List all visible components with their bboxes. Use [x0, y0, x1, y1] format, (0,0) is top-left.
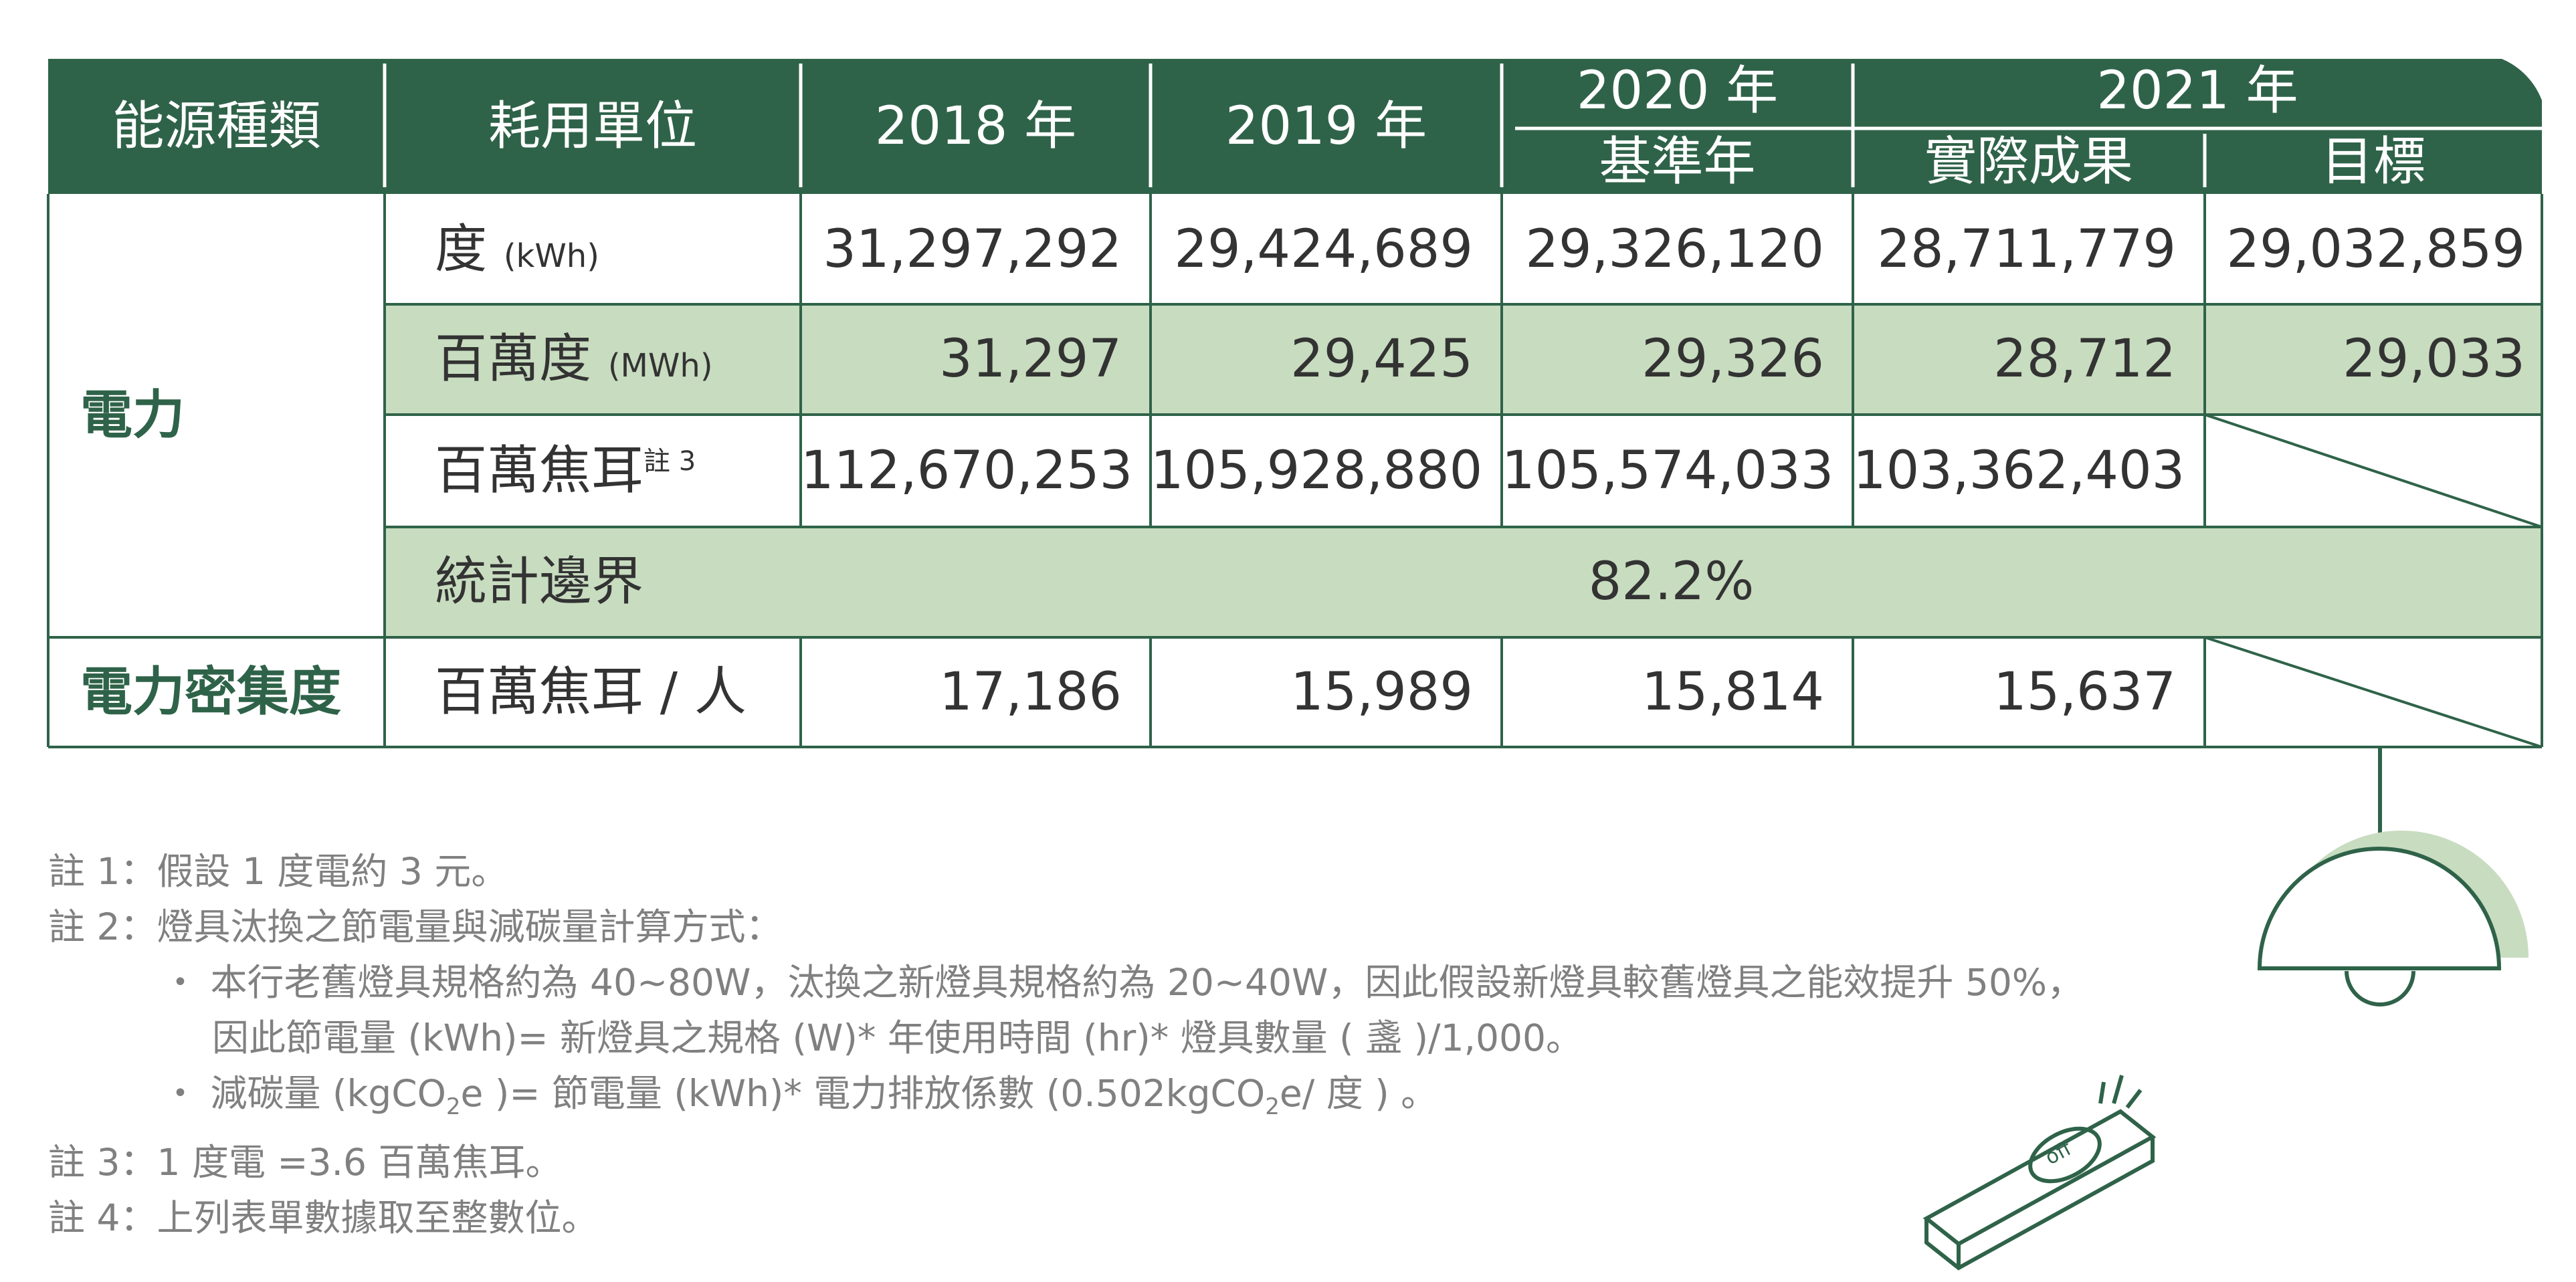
- header-year-2021: 2021 年: [2096, 61, 2298, 121]
- header-year-2020-baseline: 基準年: [1599, 132, 1756, 192]
- row-intensity-2018: 17,186: [939, 662, 1122, 722]
- bullet-2-part-a: 減碳量 (kgCO: [210, 1072, 446, 1115]
- bullet-icon: ・: [162, 1072, 199, 1115]
- header-unit: 耗用單位: [488, 96, 697, 156]
- subscript: 2: [1265, 1093, 1280, 1120]
- row-kwh-2018: 31,297,292: [823, 219, 1122, 280]
- header-2021-target: 目標: [2320, 132, 2425, 192]
- note-1: 註 1：假設 1 度電約 3 元。: [48, 850, 508, 893]
- row-mwh-target: 29,033: [2343, 329, 2525, 389]
- header-category: 能源種類: [112, 96, 321, 156]
- category-intensity: 電力密集度: [80, 662, 342, 722]
- header-year-2020: 2020 年: [1576, 61, 1779, 121]
- empty-cell-diagonal: [2204, 413, 2543, 528]
- row-mj-2019: 105,928,880: [1151, 441, 1483, 501]
- row-boundary-bg: [385, 527, 2542, 637]
- row-mwh-2021: 28,712: [1993, 329, 2176, 389]
- note-2: 註 2：燈具汰換之節電量與減碳量計算方式：: [48, 905, 783, 948]
- row-kwh-2021: 28,711,779: [1877, 219, 2176, 280]
- unit-label: 百萬度: [435, 329, 592, 389]
- row-boundary-unit: 統計邊界: [435, 552, 644, 612]
- unit-sublabel: (kWh): [503, 237, 599, 275]
- row-mwh-2019: 29,425: [1290, 329, 1473, 389]
- row-mwh-2020: 29,326: [1642, 329, 1824, 389]
- row-intensity-unit: 百萬焦耳 / 人: [435, 662, 747, 722]
- row-kwh-target: 29,032,859: [2226, 219, 2525, 280]
- row-intensity-2019: 15,989: [1290, 662, 1473, 722]
- note-3: 註 3：1 度電 =3.6 百萬焦耳。: [48, 1141, 563, 1184]
- row-mwh-unit: 百萬度 (MWh): [435, 333, 713, 385]
- note-2-bullet-1: ・ 本行老舊燈具規格約為 40~80W，汰換之新燈具規格約為 20~40W，因此…: [48, 955, 2084, 1010]
- row-kwh-2019: 29,424,689: [1174, 219, 1473, 280]
- header-background: [48, 59, 2542, 194]
- header-year-2019: 2019 年: [1225, 96, 1427, 156]
- row-mj-2021: 103,362,403: [1853, 441, 2185, 501]
- category-electricity: 電力: [80, 385, 185, 445]
- note-2-bullet-2: ・ 減碳量 (kgCO2e )= 節電量 (kWh)* 電力排放係數 (0.50…: [48, 1066, 2084, 1135]
- footnotes: 註 1：假設 1 度電約 3 元。 註 2：燈具汰換之節電量與減碳量計算方式： …: [48, 844, 2084, 1246]
- row-mwh-bg: [385, 304, 2542, 415]
- note-4: 註 4：上列表單數據取至整數位。: [48, 1196, 599, 1239]
- note-2-bullet-1-cont: 因此節電量 (kWh)= 新燈具之規格 (W)* 年使用時間 (hr)* 燈具數…: [212, 1017, 1583, 1059]
- row-mwh-2018: 31,297: [939, 329, 1122, 389]
- row-intensity-2020: 15,814: [1642, 662, 1824, 722]
- row-kwh-unit: 度 (kWh): [435, 223, 599, 276]
- footnote-ref: 註 3: [643, 446, 696, 477]
- row-boundary-value: 82.2%: [1588, 552, 1755, 612]
- row-mj-2020: 105,574,033: [1502, 441, 1834, 501]
- lamp-illustration: [2257, 747, 2529, 1006]
- unit-label: 百萬焦耳: [435, 441, 644, 501]
- row-intensity-2021: 15,637: [1993, 662, 2176, 722]
- header-2021-actual: 實際成果: [1924, 132, 2133, 192]
- bullet-2-part-b: e )= 節電量 (kWh)* 電力排放係數 (0.502kgCO: [460, 1072, 1266, 1115]
- bullet-icon: ・: [162, 961, 199, 1004]
- switch-illustration: [1922, 1075, 2157, 1271]
- empty-cell-diagonal: [2204, 636, 2543, 748]
- row-mj-unit: 百萬焦耳註 3: [435, 445, 696, 497]
- bullet-2-part-c: e/ 度 ) 。: [1279, 1072, 1438, 1115]
- unit-sublabel: (MWh): [607, 347, 713, 385]
- header-year-2018: 2018 年: [874, 96, 1077, 156]
- subscript: 2: [445, 1093, 461, 1120]
- row-mj-2018: 112,670,253: [801, 441, 1133, 501]
- unit-label: 度: [435, 219, 488, 280]
- row-kwh-2020: 29,326,120: [1525, 219, 1824, 280]
- bullet-1-line-1: 本行老舊燈具規格約為 40~80W，汰換之新燈具規格約為 20~40W，因此假設…: [210, 961, 2084, 1004]
